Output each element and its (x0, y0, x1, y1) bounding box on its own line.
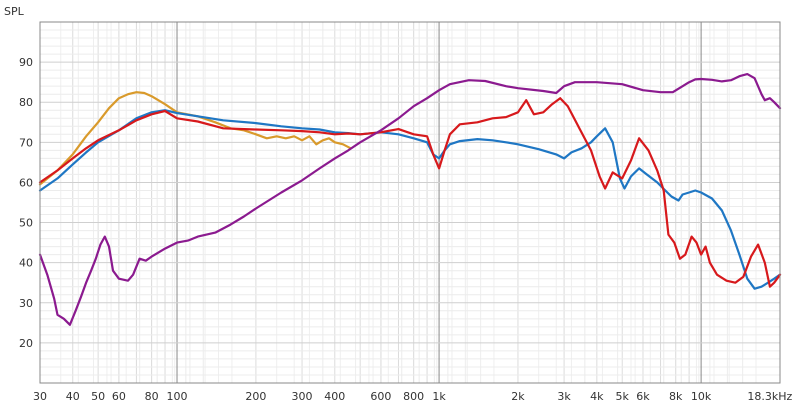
x-tick-label: 6k (636, 390, 650, 403)
x-tick-label: 40 (66, 390, 80, 403)
x-tick-label: 2k (511, 390, 525, 403)
series-line-3 (38, 97, 782, 288)
y-axis-ticks: 20 30 40 50 60 70 80 90 (19, 56, 33, 350)
series-line-2 (38, 109, 782, 290)
y-tick-label: 90 (19, 56, 33, 69)
x-tick-label: 300 (292, 390, 313, 403)
y-tick-label: 30 (19, 297, 33, 310)
x-tick-label: 4k (590, 390, 604, 403)
x-tick-label: 3k (557, 390, 571, 403)
x-tick-label: 60 (112, 390, 126, 403)
x-tick-label: 1k (432, 390, 446, 403)
x-tick-label: 50 (91, 390, 105, 403)
y-tick-label: 80 (19, 96, 33, 109)
plot-border (39, 21, 781, 384)
plot-frame (39, 21, 781, 384)
y-tick-label: 40 (19, 257, 33, 270)
series-line-4 (38, 73, 782, 326)
x-tick-label: 80 (145, 390, 159, 403)
y-tick-label: 60 (19, 176, 33, 189)
x-tick-label: 30 (33, 390, 47, 403)
y-tick-label: 70 (19, 136, 33, 149)
series-line-1 (38, 91, 352, 186)
x-tick-label: 5k (616, 390, 630, 403)
x-tick-label: 100 (167, 390, 188, 403)
x-tick-label: 400 (324, 390, 345, 403)
x-tick-label: 800 (403, 390, 424, 403)
x-tick-label: 10k (691, 390, 712, 403)
x-tick-label: 18.3kHz (747, 390, 792, 403)
x-tick-label: 200 (245, 390, 266, 403)
x-tick-label: 600 (370, 390, 391, 403)
y-axis-title: SPL (4, 5, 25, 18)
y-tick-label: 50 (19, 217, 33, 230)
x-tick-label: 8k (669, 390, 683, 403)
series-layer (38, 73, 782, 326)
y-tick-label: 20 (19, 337, 33, 350)
x-axis-ticks: 30 40 50 60 80 100 200 300 400 600 800 1k 2k 3k 4k 5k 6k… (33, 390, 793, 403)
